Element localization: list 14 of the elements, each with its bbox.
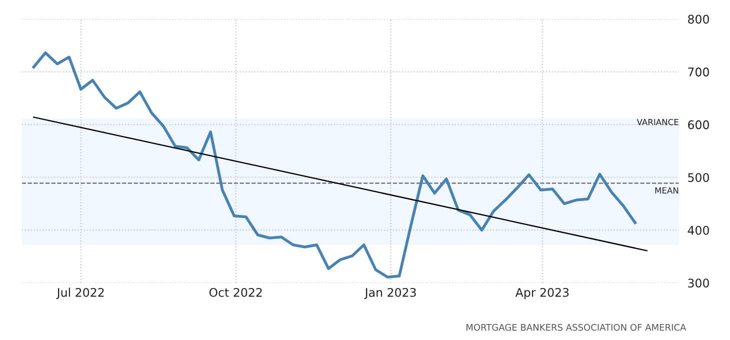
y-tick-label: 800 bbox=[688, 14, 709, 24]
line-series bbox=[32, 51, 636, 278]
band-label: VARIANCE bbox=[636, 118, 678, 126]
x-tick-label: Jul 2022 bbox=[56, 288, 104, 300]
y-tick-label: 300 bbox=[688, 278, 709, 288]
y-tick-label: 400 bbox=[688, 226, 709, 235]
y-tick-label: 700 bbox=[688, 68, 709, 76]
x-tick-label: Apr 2023 bbox=[515, 288, 569, 300]
x-tick-label: Jan 2023 bbox=[364, 288, 416, 300]
x-tick-label: Oct 2022 bbox=[209, 288, 262, 297]
y-tick-label: 500 bbox=[688, 173, 709, 182]
ref-line-label: MEAN bbox=[655, 187, 678, 194]
y-tick-label: 600 bbox=[688, 120, 709, 130]
text: MORTGAGE BANKERS ASSOCIATION OF AMERICA bbox=[466, 324, 686, 331]
